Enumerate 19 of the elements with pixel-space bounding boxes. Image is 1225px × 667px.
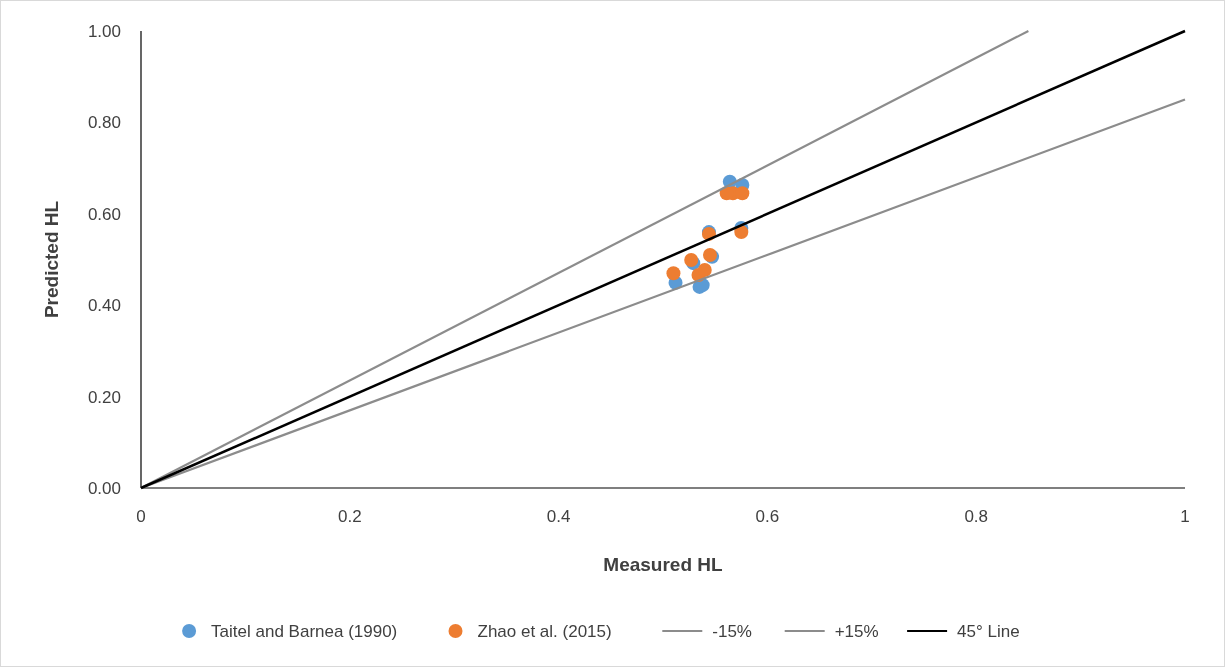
x-axis-title: Measured HL xyxy=(603,554,724,575)
y-tick-label: 0.20 xyxy=(87,387,121,407)
legend-label: +15% xyxy=(834,621,879,641)
x-tick-label: 0.6 xyxy=(755,507,780,526)
y-tick-label: 0.40 xyxy=(87,296,121,316)
x-tick-label: 0 xyxy=(136,507,146,526)
y-tick-label: 0.80 xyxy=(87,113,121,133)
x-tick-label: 0.2 xyxy=(337,507,362,526)
y-axis-title: Predicted HL xyxy=(41,200,62,319)
x-tick-label: 0.4 xyxy=(546,507,571,526)
y-tick-label: 0.60 xyxy=(87,204,121,224)
y-tick-label: 1.00 xyxy=(87,21,121,41)
legend-label: 45° Line xyxy=(957,621,1020,641)
x-tick-label: 0.8 xyxy=(964,507,989,526)
x-tick-label: 1 xyxy=(1180,507,1190,526)
legend-label: -15% xyxy=(712,621,752,641)
legend-label: Zhao et al. (2015) xyxy=(477,621,612,641)
legend-label: Taitel and Barnea (1990) xyxy=(211,621,398,641)
y-tick-label: 0.00 xyxy=(87,478,121,498)
